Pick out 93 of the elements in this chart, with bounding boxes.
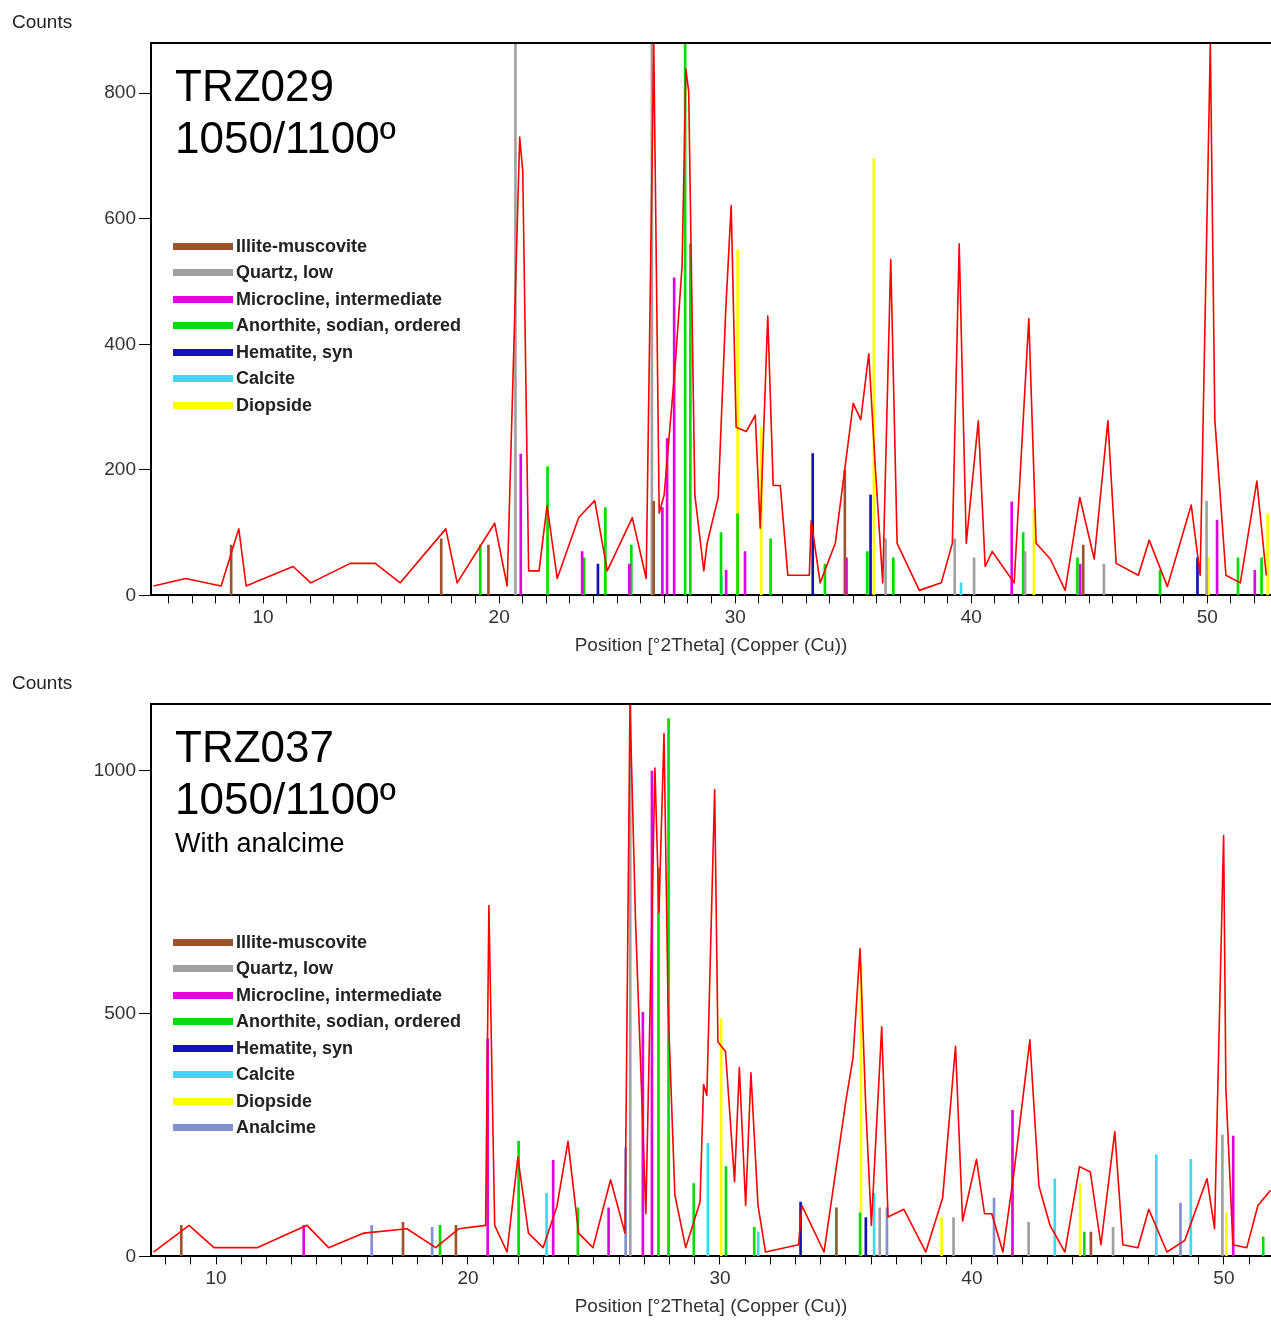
bar [478,544,482,596]
bar [952,1217,955,1257]
x-tick-label: 10 [205,1267,227,1289]
bar [1081,544,1085,596]
bar [672,277,676,596]
bar [1053,1178,1057,1257]
bar [756,1231,760,1257]
bar [652,500,655,596]
legend-label: Hematite, syn [236,1037,354,1059]
bar [1205,500,1208,596]
y-tick-label: 500 [104,1001,136,1023]
x-tick-label: 20 [457,1267,479,1289]
bar [706,1142,710,1257]
bar [604,507,607,596]
text: 1050/1100º [175,774,396,823]
y-tick-label: 1000 [93,759,136,781]
legend-label: Calcite [236,1064,296,1086]
x-tick-label: 40 [960,606,982,628]
legend-label: Illite-muscovite [236,235,368,257]
legend-label: Microcline, intermediate [236,984,443,1006]
bar [811,453,815,596]
bar [1078,1183,1082,1257]
y-tick-label: 0 [125,583,136,605]
legend-label: Hematite, syn [236,341,354,363]
text: 1050/1100º [175,113,396,162]
bar [1221,1134,1224,1257]
legend-label: Quartz, low [236,958,334,980]
y-tick-label: 200 [104,458,136,480]
legend-label: Calcite [236,368,296,390]
bar [1179,1202,1182,1257]
x-tick-label: 20 [488,606,510,628]
bar [953,538,957,596]
bar [1082,1231,1086,1257]
bar [1266,513,1269,596]
bar [835,1207,838,1257]
bar [769,538,772,596]
legend-label: Microcline, intermediate [236,288,443,310]
bar [736,513,739,596]
legend-label: Quartz, low [236,262,334,284]
x-axis-title: Position [°2Theta] (Copper (Cu)) [574,633,848,655]
bar [1225,1212,1228,1257]
bar [864,1217,868,1257]
x-tick-label: 30 [724,606,746,628]
bar [1155,1154,1158,1257]
bar [1010,501,1014,596]
legend-label: Diopside [236,394,313,416]
bar [302,1225,306,1257]
y-axis-title: Counts [12,11,73,32]
bar [1261,1236,1265,1257]
bar [628,563,631,596]
y-tick-label: 0 [125,1244,136,1266]
bar [884,538,887,596]
bar [545,1192,548,1257]
bar [689,243,692,596]
bar [179,1225,183,1257]
x-tick-label: 30 [709,1267,731,1289]
legend-label: Anorthite, sodian, ordered [236,1011,462,1033]
bar [1027,1222,1030,1257]
annotation: With analcime [175,828,345,858]
bar [869,494,872,596]
bar [1078,563,1082,596]
x-tick-label: 40 [961,1267,983,1289]
bar [1260,557,1263,596]
y-tick-label: 400 [104,332,136,354]
chart-title: TRZ029 [175,61,334,110]
bar [892,557,895,596]
bar [878,1207,882,1257]
bar [517,1141,520,1257]
legend-label: Illite-muscovite [236,931,368,953]
y-tick-label: 800 [104,81,136,103]
bar [1076,557,1079,596]
x-tick-label: 50 [1196,606,1218,628]
x-tick-label: 10 [252,606,274,628]
bar [940,1217,943,1257]
bar [439,538,443,596]
bar [661,507,664,596]
bar [370,1225,373,1257]
bar [514,43,517,596]
bar [487,544,490,596]
bar [519,453,523,596]
legend-label: Diopside [236,1090,313,1112]
bar [692,1183,696,1257]
bar [866,551,869,596]
legend-label: Analcime [236,1117,317,1139]
bar [752,1226,756,1257]
y-tick-label: 600 [104,207,136,228]
bar [546,466,549,596]
y-axis-title: Counts [12,672,73,693]
x-tick-label: 50 [1213,1267,1235,1289]
legend-label: Anorthite, sodian, ordered [236,315,462,337]
bar [607,1207,610,1257]
chart-title: TRZ037 [175,722,334,771]
x-axis-title: Position [°2Theta] (Copper (Cu)) [574,1294,848,1316]
